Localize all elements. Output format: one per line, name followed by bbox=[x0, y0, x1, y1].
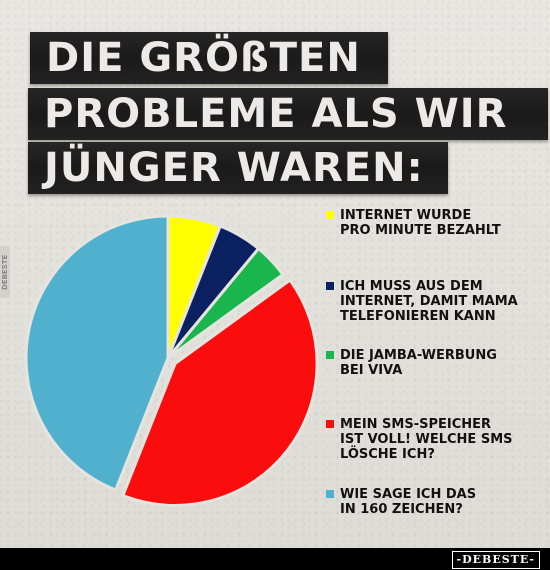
title-line-3: JÜNGER WAREN: bbox=[44, 145, 424, 191]
legend-item-jamba: DIE JAMBA-WERBUNG BEI VIVA bbox=[326, 348, 541, 378]
pie-slice-5 bbox=[24, 214, 170, 492]
legend-swatch bbox=[326, 351, 334, 359]
legend-label-line1: INTERNET WURDE bbox=[340, 208, 472, 223]
legend-label-line2: IN 160 ZEICHEN? bbox=[340, 502, 463, 517]
legend-swatch bbox=[326, 490, 334, 498]
legend-item-internet-mama: ICH MUSS AUS DEM INTERNET, DAMIT MAMA TE… bbox=[326, 279, 541, 324]
legend-swatch bbox=[326, 211, 334, 219]
title-line-2: PROBLEME ALS WIR bbox=[44, 91, 508, 137]
pie-slice-4 bbox=[121, 278, 319, 507]
legend-swatch bbox=[326, 282, 334, 290]
legend-item-sms-speicher: MEIN SMS-SPEICHER IST VOLL! WELCHE SMS L… bbox=[326, 417, 541, 462]
legend-label-line3: LÖSCHE ICH? bbox=[340, 447, 435, 462]
legend-label-line1: MEIN SMS-SPEICHER bbox=[340, 417, 492, 432]
legend-label-line3: TELEFONIEREN KANN bbox=[340, 309, 496, 324]
legend-label-line2: INTERNET, DAMIT MAMA bbox=[340, 294, 518, 309]
title-strip-3: JÜNGER WAREN: bbox=[28, 142, 448, 194]
pie-slice-3 bbox=[166, 247, 285, 360]
pie-chart bbox=[24, 214, 319, 507]
legend-label-line2: BEI VIVA bbox=[340, 363, 403, 378]
legend-label-line1: ICH MUSS AUS DEM bbox=[340, 279, 483, 294]
legend-label-line2: IST VOLL! WELCHE SMS bbox=[340, 432, 513, 447]
legend-swatch bbox=[326, 420, 334, 428]
brand-logo[interactable]: -DEBESTE- bbox=[451, 551, 540, 569]
side-watermark: DEBESTE bbox=[0, 246, 10, 298]
title-strip-2: PROBLEME ALS WIR bbox=[28, 88, 548, 140]
legend-item-160-zeichen: WIE SAGE ICH DAS IN 160 ZEICHEN? bbox=[326, 487, 541, 517]
title-line-1: DIE GRÖßTEN bbox=[46, 35, 361, 81]
legend-item-internet-pro-minute: INTERNET WURDE PRO MINUTE BEZAHLT bbox=[326, 208, 541, 238]
footer-bar: -DEBESTE- bbox=[0, 548, 550, 570]
legend-label-line1: DIE JAMBA-WERBUNG bbox=[340, 348, 497, 363]
title-strip-1: DIE GRÖßTEN bbox=[30, 32, 388, 84]
legend-label-line2: PRO MINUTE BEZAHLT bbox=[340, 223, 501, 238]
legend-label-line1: WIE SAGE ICH DAS bbox=[340, 487, 477, 502]
